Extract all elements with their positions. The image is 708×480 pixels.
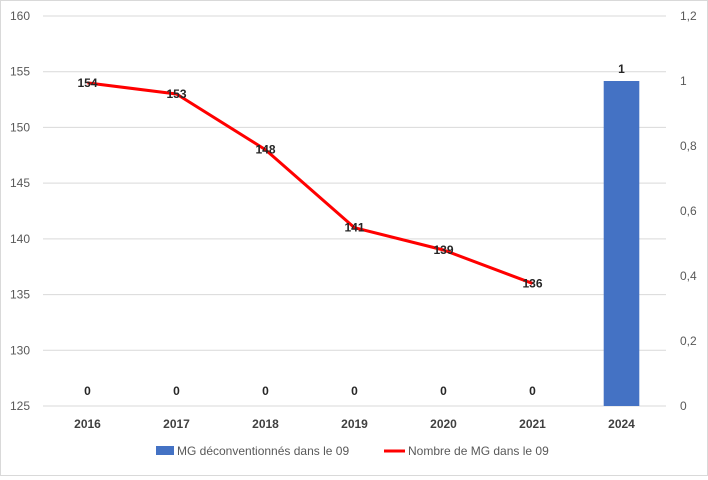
right-tick-label: 1,2 — [680, 9, 697, 23]
bar-data-label: 1 — [618, 62, 625, 76]
right-tick-label: 0 — [680, 399, 687, 413]
x-tick-label: 2018 — [252, 417, 279, 431]
x-tick-label: 2020 — [430, 417, 457, 431]
legend-swatch-bars — [156, 446, 174, 455]
line-path — [87, 81, 534, 285]
gridlines — [43, 15, 666, 407]
legend: MG déconventionnés dans le 09 Nombre de … — [156, 444, 549, 458]
left-tick-label: 125 — [10, 399, 30, 413]
legend-label-line: Nombre de MG dans le 09 — [408, 444, 549, 458]
line-point — [265, 149, 266, 151]
line-point — [532, 282, 533, 284]
line-point — [354, 227, 355, 229]
line-data-label: 148 — [255, 143, 275, 157]
left-tick-label: 140 — [10, 232, 30, 246]
line-point — [87, 82, 88, 84]
left-tick-label: 150 — [10, 120, 30, 134]
line-series — [87, 81, 534, 285]
line-data-label: 153 — [166, 87, 186, 101]
left-y-axis: 125 130 135 140 145 150 155 160 — [10, 9, 30, 413]
line-data-label: 141 — [344, 221, 364, 235]
left-tick-label: 155 — [10, 65, 30, 79]
data-labels: 0 0 0 0 0 0 1 154 153 148 141 139 136 — [77, 62, 625, 398]
left-tick-label: 145 — [10, 176, 30, 190]
bar-data-label: 0 — [262, 384, 269, 398]
line-data-label: 154 — [77, 76, 97, 90]
x-tick-label: 2024 — [608, 417, 635, 431]
bar-data-label: 0 — [173, 384, 180, 398]
right-tick-label: 0,4 — [680, 269, 697, 283]
x-tick-label: 2017 — [163, 417, 190, 431]
bar-series — [603, 81, 640, 406]
left-tick-label: 160 — [10, 9, 30, 23]
x-tick-label: 2021 — [519, 417, 546, 431]
line-point — [176, 93, 177, 95]
right-tick-label: 1 — [680, 74, 687, 88]
line-data-label: 136 — [522, 276, 542, 290]
bar-data-label: 0 — [351, 384, 358, 398]
right-tick-label: 0,2 — [680, 334, 697, 348]
x-tick-label: 2016 — [74, 417, 101, 431]
right-tick-label: 0,8 — [680, 139, 697, 153]
legend-label-bars: MG déconventionnés dans le 09 — [177, 444, 349, 458]
right-tick-label: 0,6 — [680, 204, 697, 218]
x-axis: 2016 2017 2018 2019 2020 2021 2024 — [74, 417, 635, 431]
right-y-axis: 0 0,2 0,4 0,6 0,8 1 1,2 — [680, 9, 697, 413]
x-tick-label: 2019 — [341, 417, 368, 431]
bar — [603, 81, 640, 406]
line-point — [443, 249, 444, 251]
left-tick-label: 130 — [10, 343, 30, 357]
bar-data-label: 0 — [529, 384, 536, 398]
line-data-label: 139 — [433, 243, 453, 257]
bar-data-label: 0 — [84, 384, 91, 398]
bar-data-label: 0 — [440, 384, 447, 398]
left-tick-label: 135 — [10, 288, 30, 302]
